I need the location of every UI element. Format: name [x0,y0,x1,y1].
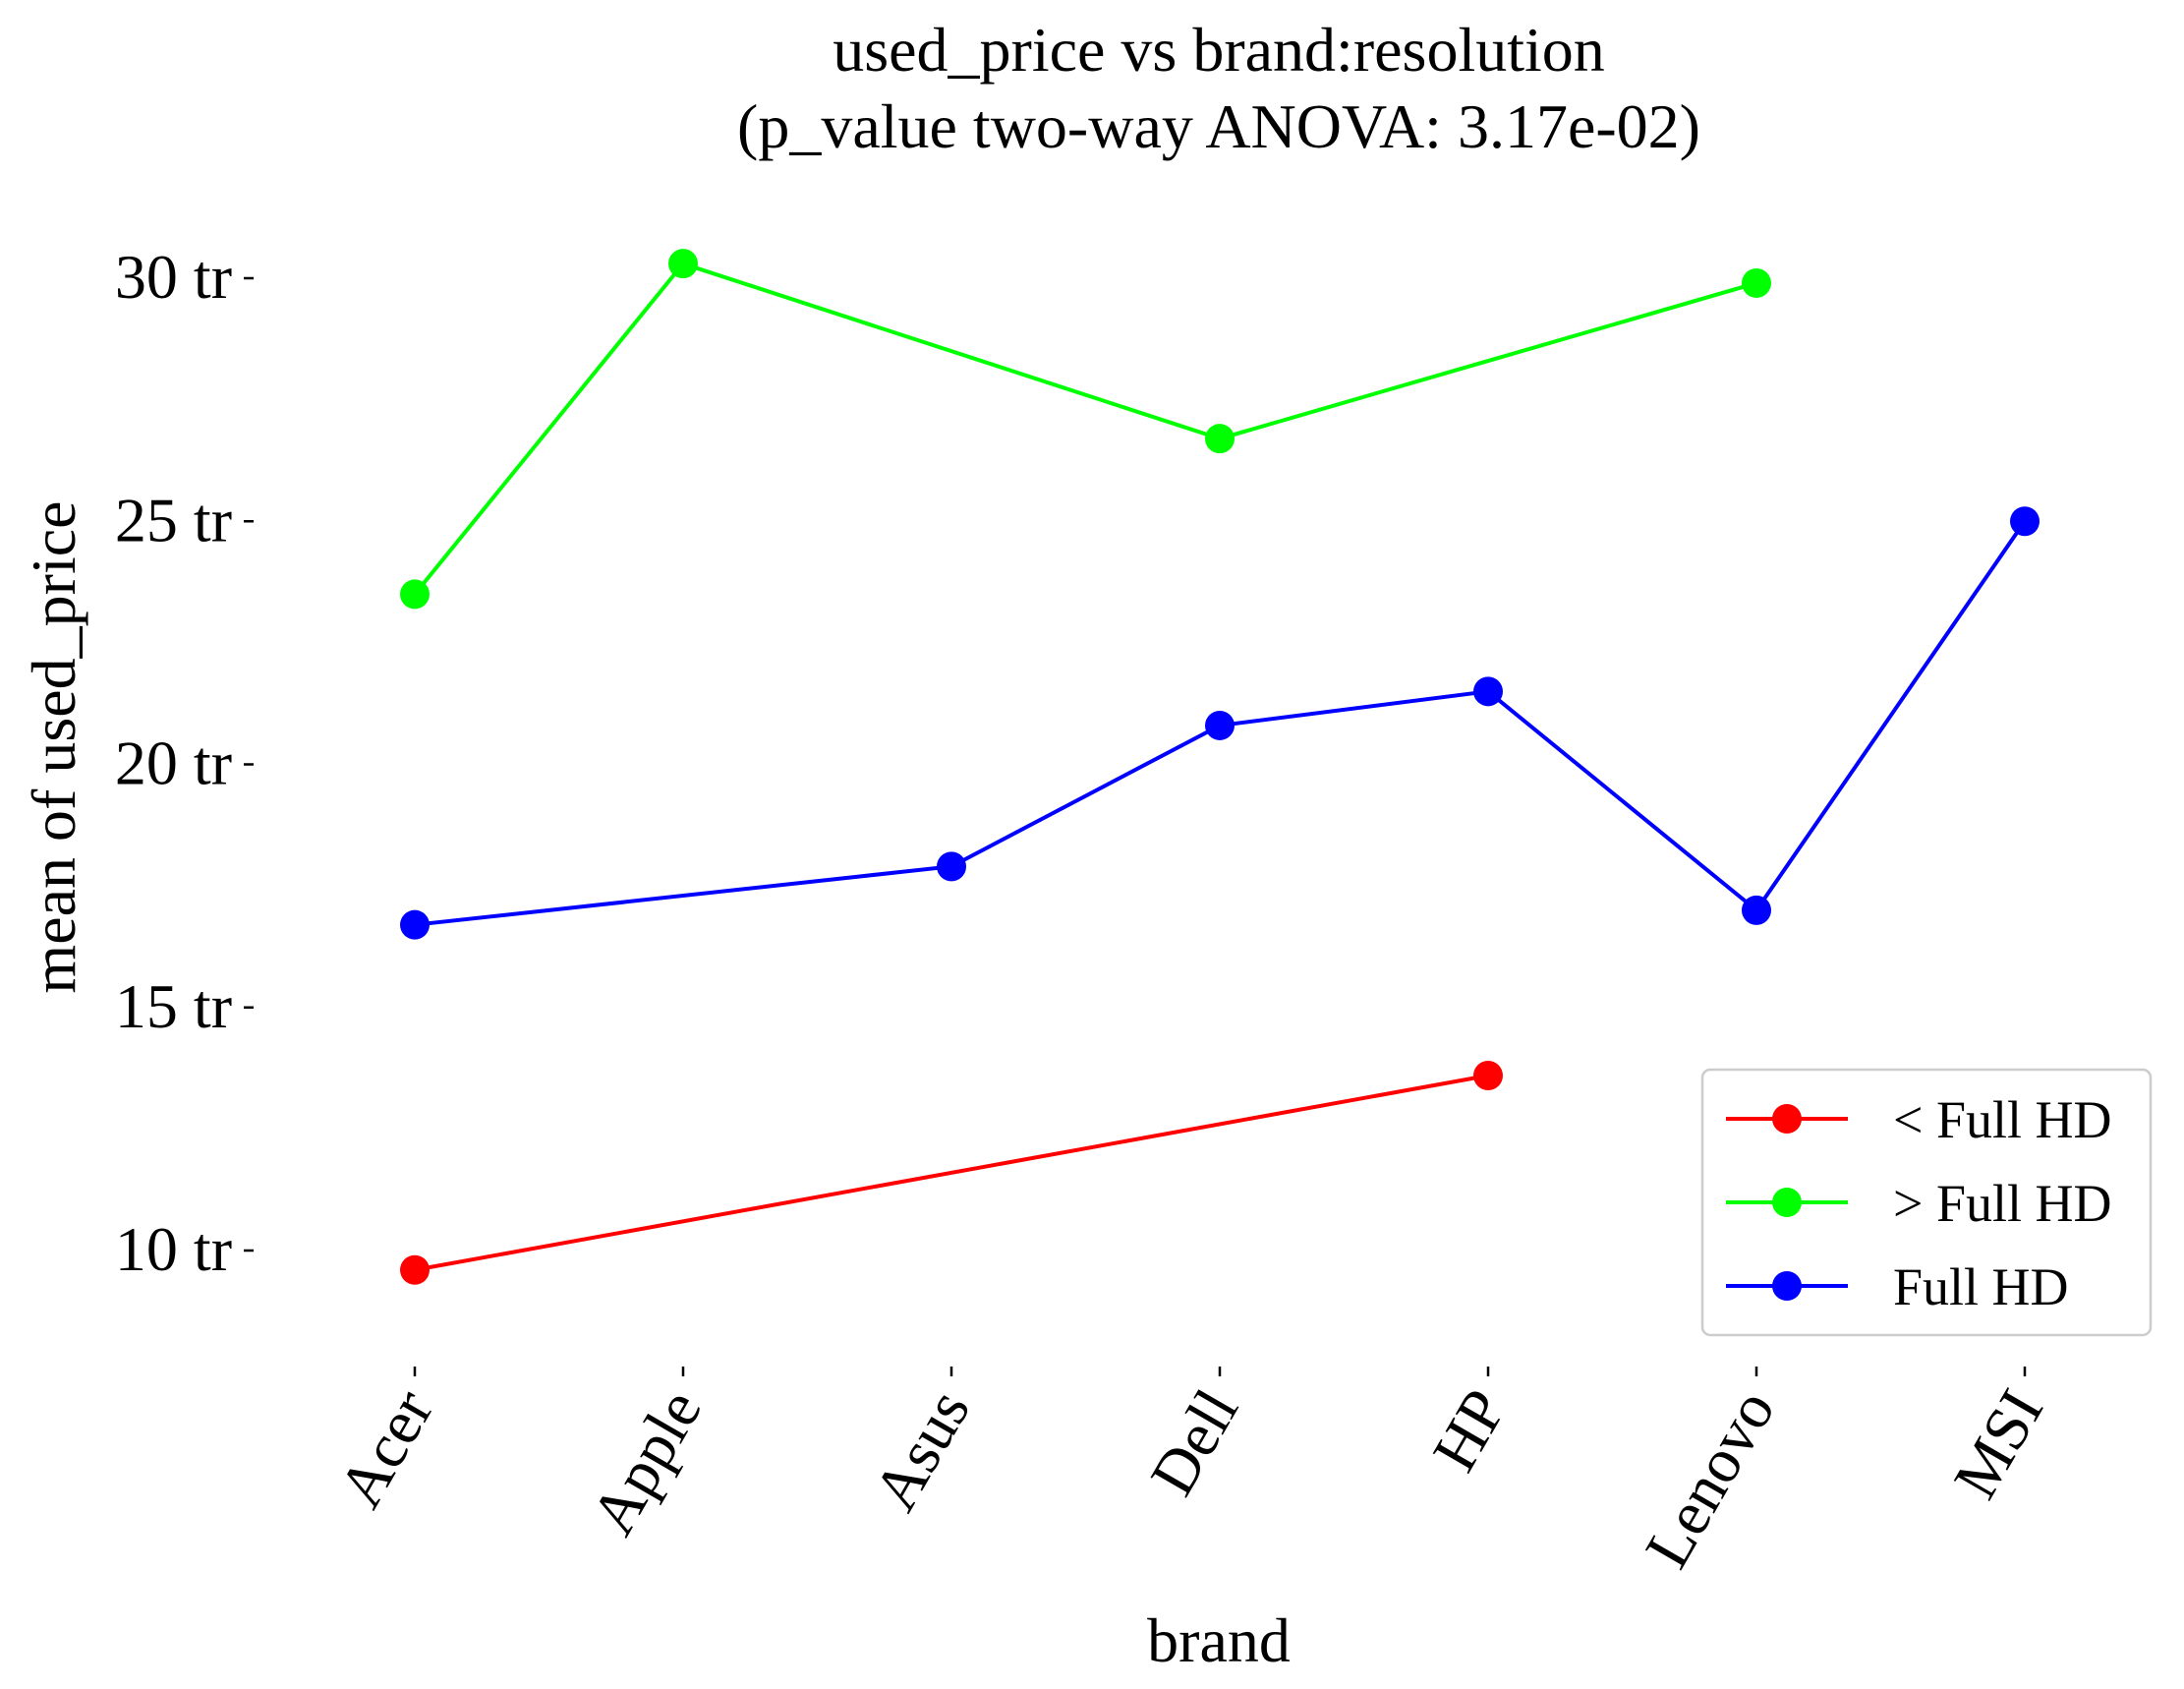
y-tick-label: 25 tr [115,485,232,554]
x-tick-label: Lenovo [1632,1378,1788,1580]
chart-subtitle: (p_value two-way ANOVA: 3.17e-02) [737,91,1700,161]
x-tick-label: Apple [577,1378,715,1546]
data-point [2010,506,2040,537]
legend: < Full HD > Full HD Full HD [1700,1068,2153,1337]
legend-marker [1772,1104,1802,1134]
series-line [414,1074,1489,1272]
data-point [400,579,430,610]
legend-frame [1700,1068,2153,1337]
series-2 [400,506,2040,940]
legend-label: < Full HD [1893,1090,2112,1149]
series-line [413,261,1757,596]
data-point [1473,676,1503,707]
series-layer [400,249,2040,1285]
y-tick-label: 10 tr [115,1214,232,1284]
x-tick-label: HP [1419,1378,1520,1483]
series-1 [400,249,1771,610]
data-point [400,1254,430,1285]
x-tick-label: Asus [860,1378,984,1522]
data-point [668,249,698,279]
legend-marker [1772,1188,1802,1217]
data-point [937,851,966,882]
x-tick-label: MSI [1940,1378,2056,1510]
x-axis-label: brand [1147,1605,1291,1675]
y-tick-label: 20 tr [115,728,232,798]
data-point [1205,710,1235,740]
y-axis-label: mean of used_price [19,500,88,993]
series-line [414,520,2027,927]
y-axis: 10 tr 15 tr 20 tr 25 tr 30 tr [115,242,254,1284]
legend-marker [1772,1271,1802,1301]
data-point [1742,267,1771,298]
chart-title-group: used_price vs brand:resolution (p_value … [737,15,1700,161]
legend-label: > Full HD [1893,1174,2112,1233]
data-point [1742,895,1771,925]
chart-title: used_price vs brand:resolution [833,15,1605,85]
data-point [1473,1060,1503,1090]
y-tick-label: 30 tr [115,242,232,312]
y-tick-label: 15 tr [115,971,232,1041]
legend-label: Full HD [1893,1257,2069,1316]
series-0 [400,1060,1503,1285]
x-axis: Acer Apple Asus Dell HP Lenovo MSI [324,1367,2056,1579]
x-tick-label: Acer [324,1378,446,1519]
data-point [1205,424,1235,454]
data-point [400,909,430,940]
x-tick-label: Dell [1137,1378,1252,1507]
